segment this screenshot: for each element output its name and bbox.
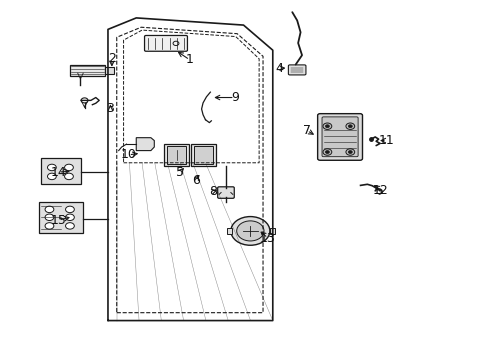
Text: 3: 3 [106, 102, 114, 115]
Circle shape [64, 173, 73, 180]
Polygon shape [136, 138, 154, 150]
Circle shape [230, 217, 269, 245]
Circle shape [345, 149, 354, 155]
Text: 10: 10 [120, 148, 136, 161]
Text: 9: 9 [230, 91, 238, 104]
Bar [269, 228, 274, 234]
FancyBboxPatch shape [144, 36, 187, 51]
Circle shape [236, 221, 264, 241]
Text: 12: 12 [372, 184, 388, 197]
Text: 13: 13 [260, 231, 275, 244]
Circle shape [47, 173, 56, 180]
Text: 4: 4 [275, 62, 283, 75]
Circle shape [65, 214, 74, 221]
Circle shape [323, 123, 331, 130]
Text: 15: 15 [50, 214, 66, 227]
Text: 8: 8 [208, 185, 216, 198]
Circle shape [45, 214, 54, 221]
Text: 2: 2 [108, 52, 116, 65]
Text: 14: 14 [50, 166, 66, 179]
Circle shape [64, 164, 73, 171]
Bar [226, 228, 231, 234]
Circle shape [347, 150, 351, 153]
Circle shape [345, 123, 354, 130]
Text: 6: 6 [191, 174, 199, 187]
Circle shape [45, 206, 54, 213]
Text: 11: 11 [378, 134, 394, 147]
Text: 1: 1 [185, 53, 193, 66]
Circle shape [65, 206, 74, 213]
Circle shape [323, 149, 331, 155]
Circle shape [325, 125, 329, 128]
Bar [70, 64, 105, 76]
Bar [190, 144, 216, 166]
Bar [41, 158, 81, 184]
FancyBboxPatch shape [322, 117, 357, 157]
Circle shape [47, 164, 56, 171]
Circle shape [45, 223, 54, 229]
Circle shape [347, 125, 351, 128]
Bar [193, 146, 213, 164]
Bar [163, 144, 189, 166]
Circle shape [325, 150, 329, 153]
Bar [105, 67, 114, 74]
FancyBboxPatch shape [288, 65, 305, 75]
FancyBboxPatch shape [317, 114, 362, 160]
Bar [166, 146, 186, 164]
Text: 5: 5 [176, 166, 184, 179]
Circle shape [65, 223, 74, 229]
FancyBboxPatch shape [217, 187, 234, 198]
Text: 7: 7 [302, 124, 310, 137]
Bar [39, 202, 82, 233]
